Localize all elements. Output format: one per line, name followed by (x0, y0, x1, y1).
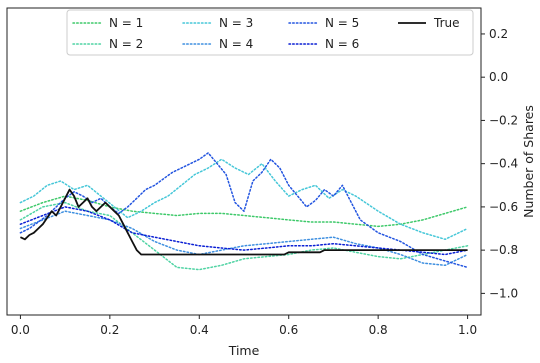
series-line-2 (19, 201, 469, 271)
plot-frame (6, 7, 482, 316)
y-tick-label: −0.2 (489, 113, 518, 127)
y-tick-label: −1.0 (489, 286, 518, 300)
series-line-5 (19, 152, 469, 269)
axes: 0.0 0.2 0.4 0.6 0.8 1.0 0.2 0.0 −0.2 −0.4 −0.6 −0.8… (6, 7, 536, 358)
x-tick-label: 0.6 (279, 323, 298, 337)
y-tick-label: −0.4 (489, 157, 518, 171)
series-line-1 (19, 195, 469, 228)
series-line-7 (20, 188, 468, 256)
x-axis-title: Time (228, 343, 260, 358)
y-tick-label: 0.0 (489, 70, 508, 84)
plot-area (19, 152, 469, 271)
series-line-4 (19, 210, 469, 267)
legend-label: True (433, 16, 460, 30)
x-tick-label: 0.4 (190, 323, 209, 337)
x-tick-label: 0.2 (100, 323, 119, 337)
y-tick-label: −0.8 (489, 243, 518, 257)
series-line-6 (19, 206, 469, 256)
x-tick-label: 0.8 (369, 323, 388, 337)
series-line-3 (19, 158, 469, 241)
x-tick-label: 0.0 (11, 323, 30, 337)
y-tick-label: 0.2 (489, 27, 508, 41)
legend-box (66, 9, 474, 56)
legend-label: N = 1 (109, 16, 143, 30)
legend-label: N = 3 (219, 16, 253, 30)
legend: N = 1 N = 2 N = 3 N = 4 N = 5 N = 6 True (66, 9, 474, 56)
legend-label: N = 4 (219, 37, 253, 51)
legend-label: N = 6 (325, 37, 359, 51)
y-axis-title: Number of Shares (521, 105, 536, 218)
y-tick-label: −0.6 (489, 200, 518, 214)
legend-label: N = 2 (109, 37, 143, 51)
legend-label: N = 5 (325, 16, 359, 30)
series-group (19, 152, 469, 271)
x-tick-label: 1.0 (458, 323, 477, 337)
